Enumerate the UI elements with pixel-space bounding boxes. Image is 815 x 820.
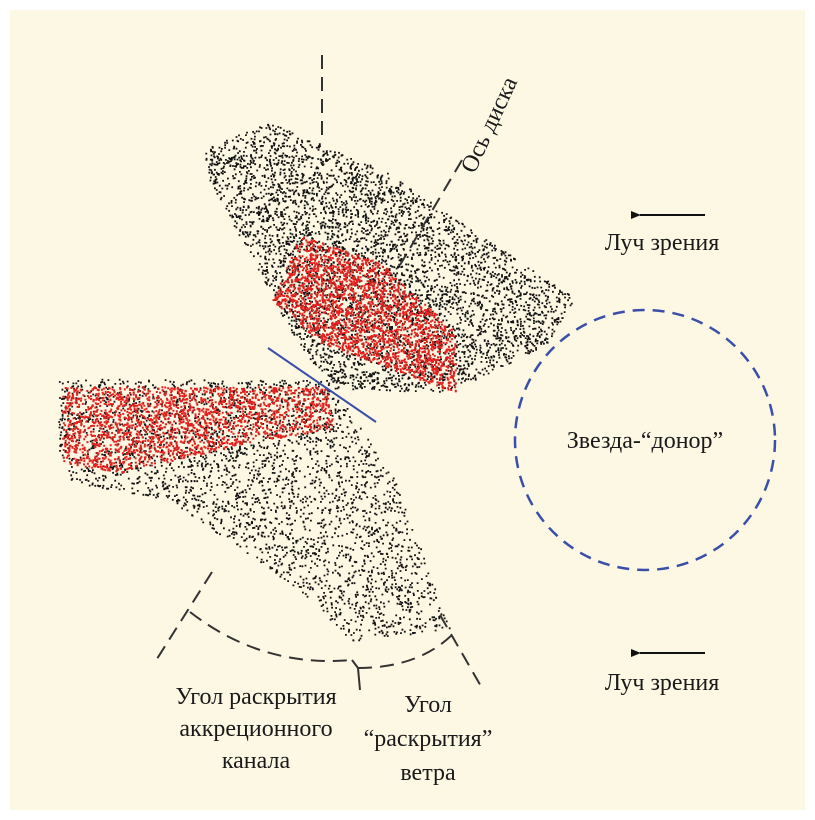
- star-label: Звезда-“донор”: [567, 428, 723, 454]
- sight-label: Луч зрения: [605, 230, 720, 256]
- wind-label: ветра: [400, 760, 456, 786]
- wind-label: Угол: [404, 692, 452, 718]
- diagram: Ось диска Луч зрения Луч зрения Звезда-“…: [0, 0, 815, 820]
- accretion-label: аккреционного: [179, 716, 332, 742]
- sight-label: Луч зрения: [605, 670, 720, 696]
- accretion-label: канала: [222, 748, 291, 774]
- wind-label: “раскрытия”: [364, 726, 493, 752]
- accretion-label: Угол раскрытия: [175, 684, 336, 710]
